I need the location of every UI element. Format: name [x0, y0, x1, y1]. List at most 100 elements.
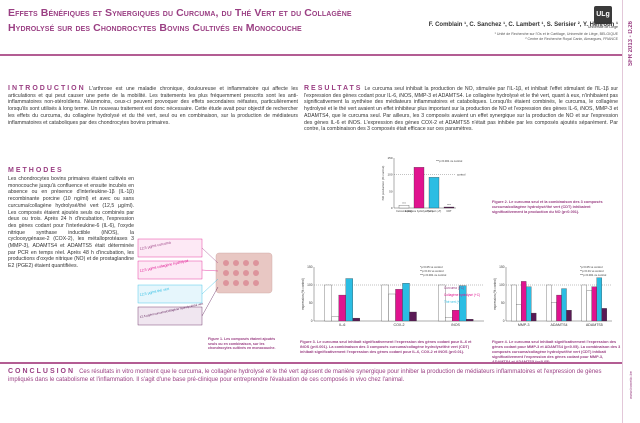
fig1-arrow-3 — [201, 278, 219, 295]
fig1-arrow-1 — [201, 247, 219, 264]
control-bar — [438, 284, 446, 322]
figure-3-chart: 0 50 100 150 expression (% control) IL-6 COX-2… — [301, 265, 484, 327]
fig2-tick-label: 150 — [387, 156, 392, 160]
fig2-ylabel: NO production (% control) — [381, 166, 385, 201]
fig2-sig: *** — [402, 201, 406, 205]
category-label: ADAMTS5 — [586, 323, 603, 327]
control-bar — [546, 284, 552, 322]
results-section: RESULTATS Le curcuma seul inhibait la pr… — [304, 85, 618, 133]
methods-section: Les chondrocytes bovins primaires étaien… — [8, 176, 134, 270]
affiliations: ¹ Unité de Recherche sur l'Os et le Cart… — [388, 32, 618, 42]
series-legend: Collagène hydrolysé (+C) — [444, 293, 480, 297]
tick-label: 50 — [501, 301, 505, 305]
fig1-arrow-4 — [201, 286, 219, 317]
methods-text: Les chondrocytes bovins primaires étaien… — [8, 176, 134, 270]
fig2-sig: *** — [447, 203, 451, 207]
bar — [445, 317, 453, 322]
fig1-label-curcuma: 12,5 µg/ml curcuma — [139, 240, 171, 250]
bar — [395, 289, 403, 322]
fig2-category-label: CDT — [446, 210, 452, 213]
bar — [526, 286, 532, 322]
category-label: iNOS — [451, 323, 460, 327]
tick-label: 100 — [307, 283, 313, 287]
fig2-control-label: control — [457, 173, 466, 177]
category-label: ADAMTS4 — [551, 323, 568, 327]
bar — [452, 310, 460, 322]
affiliation-1: ¹ Unité de Recherche sur l'Os et le Cart… — [494, 32, 618, 36]
bar — [591, 286, 597, 322]
conclusion-text: CONCLUSION Ces résultats in vitro montren… — [8, 368, 602, 383]
figure-1-diagram: 12,5 µg/ml curcuma 12,5 µg/ml collagène … — [137, 238, 273, 326]
tick-label: 150 — [499, 265, 505, 269]
y-axis-label: expression (% control) — [301, 278, 305, 310]
significance-legend: ***p<0.001 vs control — [580, 273, 607, 277]
bar — [388, 293, 396, 322]
fig2-legend: ***p<0.001 vs control — [436, 159, 463, 163]
bar — [409, 311, 417, 322]
university-name: Université de Liège — [588, 25, 618, 29]
tick-label: 0 — [311, 319, 313, 323]
figure-4-chart: 0 50 100 150 expression (% control) MMP-3 ADAM… — [493, 265, 612, 327]
title-line-2: Hydrolysé sur des Chondrocytes Bovins Cu… — [8, 22, 302, 34]
category-label: COX-2 — [394, 323, 405, 327]
bar — [516, 304, 522, 322]
university-logo: ULg — [594, 6, 612, 24]
bar — [466, 319, 474, 322]
sidebar — [622, 0, 640, 423]
bar — [345, 278, 353, 322]
figure-2-chart: 0 50 100 150 control *** Curcuma (+C)Collagène… — [381, 156, 466, 213]
bar — [402, 283, 410, 322]
bar — [459, 285, 467, 322]
control-bar — [581, 284, 587, 322]
bar — [586, 290, 592, 322]
significance-legend: *p<0.05 vs control — [420, 265, 443, 269]
affiliation-2: ² Centre de Recherche Royal Canin, Aimar… — [525, 37, 618, 41]
introduction-heading: INTRODUCTION — [8, 85, 86, 92]
tick-label: 0 — [503, 319, 505, 323]
fig2-category-label: Thé vert (+T) — [427, 210, 442, 213]
category-label: IL-6 — [339, 323, 345, 327]
fig2-category-label: Collagène hydrolysé (+C) — [405, 210, 433, 213]
category-label: MMP-3 — [518, 323, 530, 327]
control-bar — [324, 284, 332, 322]
significance-legend: ***p<0.001 vs control — [420, 273, 447, 277]
website-link[interactable]: www.bonetic.be — [628, 371, 633, 400]
tick-label: 100 — [499, 283, 505, 287]
bar — [561, 288, 567, 322]
series-legend: Curcuma (+C) — [444, 286, 464, 290]
figure-1-caption: Figure 1. Les composés étaient ajoutés s… — [208, 337, 276, 351]
tick-label: 150 — [307, 265, 313, 269]
poster-title: Effets Bénéfiques et Synergiques du Curc… — [8, 6, 388, 36]
introduction-text: INTRODUCTION L'arthrose est une maladie … — [8, 85, 298, 126]
bar — [551, 302, 557, 322]
fig2-bar — [398, 205, 410, 209]
fig2-tick-label: 0 — [391, 206, 393, 210]
significance-legend: **p<0.01 vs control — [580, 269, 604, 273]
fig1-arrow-2 — [201, 269, 219, 272]
control-bar — [381, 284, 389, 322]
bar — [331, 316, 339, 322]
bar — [566, 310, 572, 322]
figure-3-caption: Figure 3. Le curcuma seul inhibait signi… — [300, 340, 472, 354]
significance-legend: **p<0.01 vs control — [420, 269, 444, 273]
results-text: RESULTATS Le curcuma seul inhibait la pr… — [304, 85, 618, 133]
fig2-bar — [413, 167, 425, 209]
bar — [556, 294, 562, 322]
title-line-1: Effets Bénéfiques et Synergiques du Curc… — [8, 7, 352, 19]
conclusion-section: CONCLUSION Ces résultats in vitro montren… — [0, 362, 622, 412]
figure-2-caption: Figure 2. Le curcuma seul et la combinai… — [492, 200, 603, 214]
series-legend: Thé vert (+T) — [444, 300, 463, 304]
fig2-tick-label: 50 — [389, 189, 393, 193]
significance-legend: *p<0.05 vs control — [580, 265, 603, 269]
fig2-bar — [428, 177, 440, 209]
methods-heading: METHODES — [8, 167, 64, 174]
conference-tag: SFR 2013 - D.26 — [628, 20, 634, 66]
results-heading: RESULTATS — [304, 85, 363, 92]
bar — [531, 312, 537, 322]
control-bar — [511, 284, 517, 322]
bar — [352, 317, 360, 322]
bar — [601, 308, 607, 322]
bar — [596, 277, 602, 322]
poster-header: Effets Bénéfiques et Synergiques du Curc… — [0, 0, 640, 56]
